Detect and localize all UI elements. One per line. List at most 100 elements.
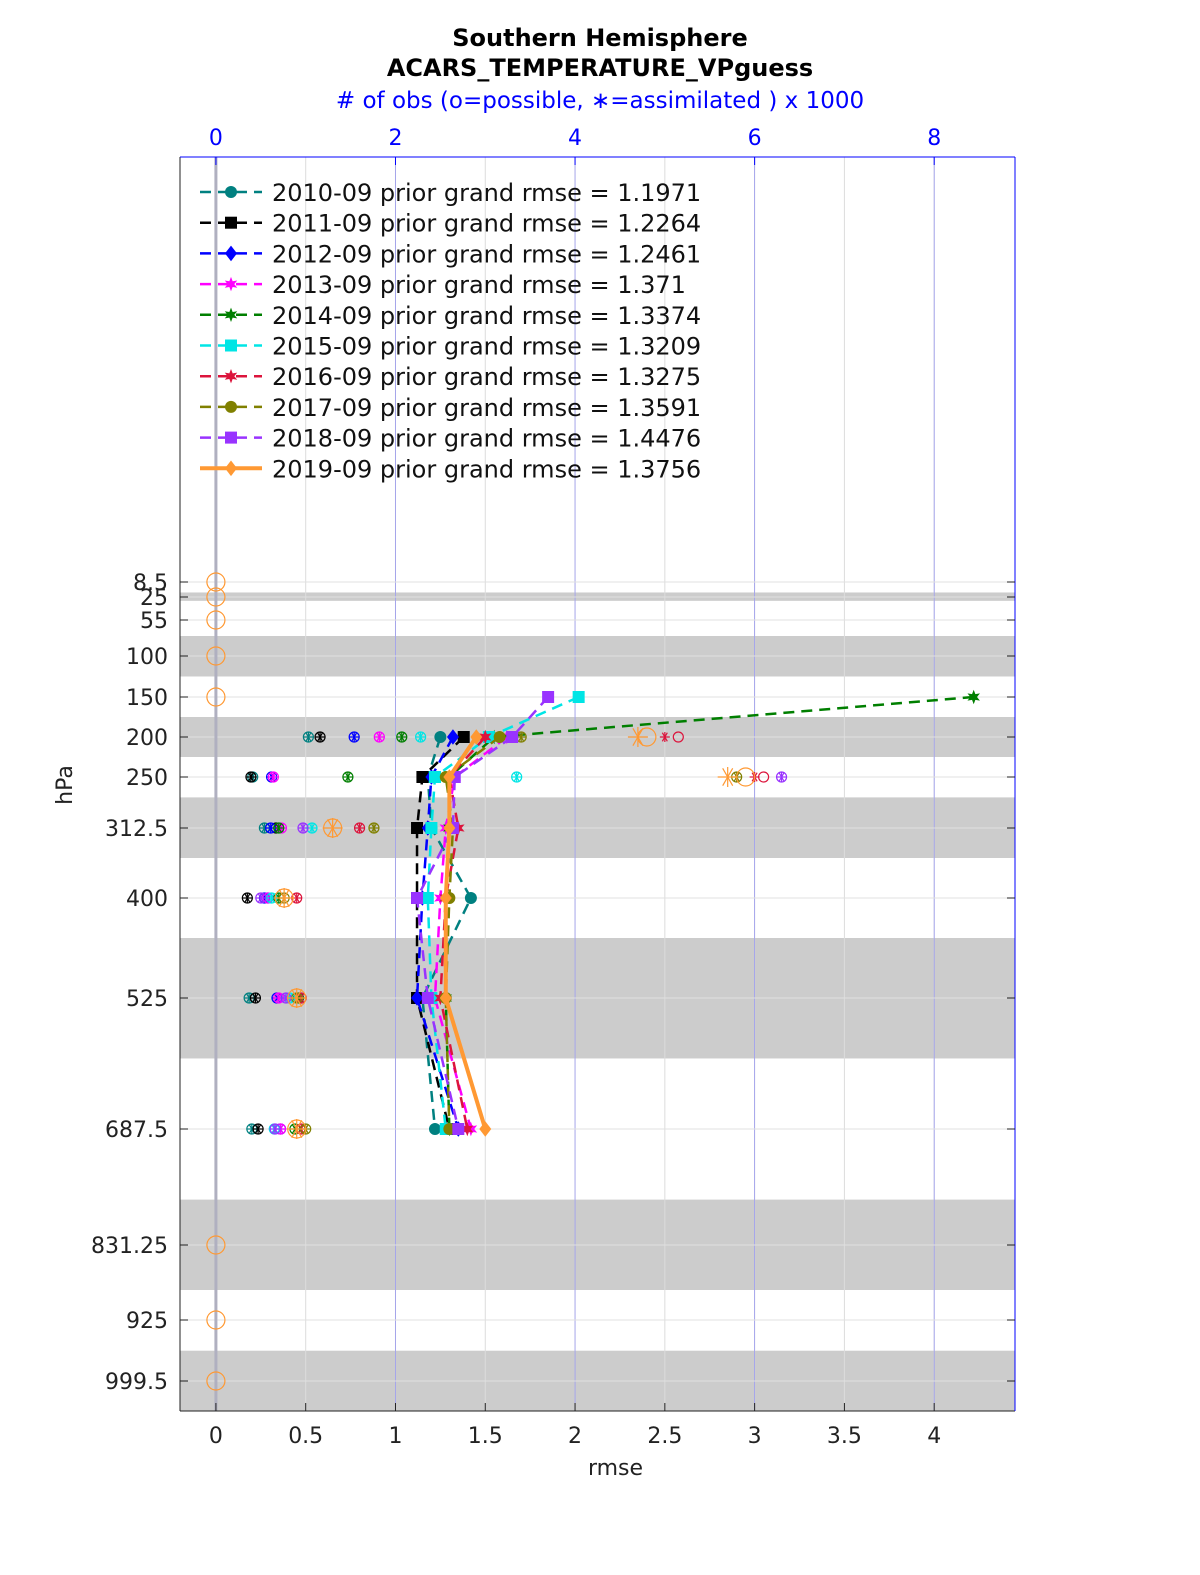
obs-assimilated-mark (255, 893, 266, 903)
y-tick-label: 687.5 (105, 1118, 168, 1143)
obs-assimilated-mark (511, 772, 522, 782)
legend-marker (225, 431, 237, 444)
rmse-point (542, 691, 555, 703)
legend-label: 2016-09 prior grand rmse = 1.3275 (272, 363, 701, 391)
x-tick-label: 4 (927, 1424, 941, 1449)
legend-label: 2012-09 prior grand rmse = 1.2461 (272, 240, 701, 268)
obs-assimilated-mark (298, 823, 309, 833)
obs-assimilated-mark (415, 732, 426, 742)
obs-assimilated-mark (315, 732, 326, 742)
legend: 2010-09 prior grand rmse = 1.1971 2011-09… (200, 179, 701, 483)
rmse-line (443, 735, 488, 1130)
obs-assimilated-mark (242, 893, 253, 903)
obs-assimilated-mark (274, 888, 295, 908)
series-2015-09 (265, 691, 585, 1135)
rmse-point (428, 1123, 441, 1135)
rmse-point (470, 729, 483, 745)
legend-marker (225, 216, 237, 229)
obs-possible-mark (206, 646, 226, 666)
obs-possible-mark (206, 610, 226, 630)
top-axis-label: # of obs (o=possible, ∗=assimilated ) x … (335, 88, 865, 114)
rmse-point (493, 731, 506, 743)
legend-label: 2014-09 prior grand rmse = 1.3374 (272, 302, 701, 330)
rmse-point (457, 731, 470, 743)
series-2018-09 (255, 691, 788, 1135)
chart-subtitle: ACARS_TEMPERATURE_VPguess (386, 54, 814, 82)
legend-marker (225, 460, 237, 477)
obs-assimilated-mark (322, 818, 343, 838)
series-2013-09 (262, 729, 514, 1137)
obs-assimilated-mark (396, 732, 407, 742)
obs-assimilated-mark (776, 772, 787, 782)
rmse-point (434, 731, 447, 743)
obs-assimilated-mark (273, 993, 284, 1003)
y-tick-label: 55 (140, 609, 168, 634)
rmse-point (428, 771, 441, 783)
x-tick-label: 1 (388, 1424, 402, 1449)
top-tick-label: 8 (927, 126, 941, 151)
rmse-point (416, 771, 429, 783)
obs-possible-mark (206, 572, 226, 592)
legend-label: 2013-09 prior grand rmse = 1.371 (272, 271, 686, 299)
series-2017-09 (278, 731, 743, 1135)
obs-assimilated-mark (306, 823, 317, 833)
legend-entry: 2010-09 prior grand rmse = 1.1971 (200, 179, 701, 207)
rmse-point (425, 822, 438, 834)
rmse-point (411, 990, 424, 1006)
obs-assimilated-mark (245, 772, 256, 782)
legend-label: 2010-09 prior grand rmse = 1.1971 (272, 179, 701, 207)
rmse-point (411, 822, 424, 834)
y-tick-label: 25 (140, 586, 168, 611)
top-tick-label: 6 (748, 126, 762, 151)
rmse-point (461, 1121, 474, 1137)
y-tick-label: 200 (126, 726, 168, 751)
obs-assimilated-mark (250, 993, 261, 1003)
rmse-point (464, 1121, 478, 1137)
obs-possible-mark (206, 1310, 226, 1330)
y-axis-label: hPa (53, 765, 78, 805)
x-tick-label: 0.5 (288, 1424, 323, 1449)
legend-label: 2017-09 prior grand rmse = 1.3591 (272, 394, 701, 422)
obs-possible-mark (672, 731, 684, 743)
x-tick-label: 1.5 (468, 1424, 503, 1449)
chart-title: Southern Hemisphere (452, 24, 748, 52)
series-2019-09 (206, 572, 756, 1391)
legend-marker (225, 400, 237, 413)
obs-assimilated-mark (368, 823, 379, 833)
legend-marker (224, 307, 238, 322)
legend-marker (224, 369, 238, 384)
y-tick-label: 400 (126, 887, 168, 912)
rmse-point (421, 892, 434, 904)
obs-possible-mark (206, 687, 226, 707)
legend-entry: 2014-09 prior grand rmse = 1.3374 (200, 302, 701, 330)
legend-entry: 2016-09 prior grand rmse = 1.3275 (200, 363, 701, 391)
y-tick-label: 525 (126, 987, 168, 1012)
obs-assimilated-mark (303, 732, 314, 742)
x-tick-label: 0 (209, 1424, 223, 1449)
obs-assimilated-mark (273, 823, 284, 833)
y-tick-label: 250 (126, 766, 168, 791)
legend-entry: 2013-09 prior grand rmse = 1.371 (200, 271, 686, 299)
y-tick-label: 312.5 (105, 817, 168, 842)
rmse-line (415, 736, 460, 1130)
top-tick-label: 0 (209, 126, 223, 151)
x-axis-label: rmse (588, 1456, 643, 1481)
obs-possible-mark (206, 1371, 226, 1391)
legend-label: 2011-09 prior grand rmse = 1.2264 (272, 210, 701, 238)
obs-assimilated-mark (268, 772, 279, 782)
obs-assimilated-mark (374, 732, 385, 742)
obs-assimilated-mark (253, 1124, 264, 1134)
legend-entry: 2017-09 prior grand rmse = 1.3591 (200, 394, 701, 422)
legend-marker (225, 186, 237, 198)
rmse-point (452, 1123, 465, 1135)
legend-marker (224, 276, 238, 292)
rmse-point (439, 890, 452, 906)
rmse-point (411, 892, 424, 904)
rmse-point (506, 731, 519, 743)
y-tick-label: 100 (126, 645, 168, 670)
series-2016-09 (291, 729, 770, 1137)
obs-assimilated-mark (286, 988, 307, 1008)
x-tick-label: 3.5 (827, 1424, 862, 1449)
legend-label: 2015-09 prior grand rmse = 1.3209 (272, 333, 701, 361)
obs-assimilated-mark (342, 772, 353, 782)
